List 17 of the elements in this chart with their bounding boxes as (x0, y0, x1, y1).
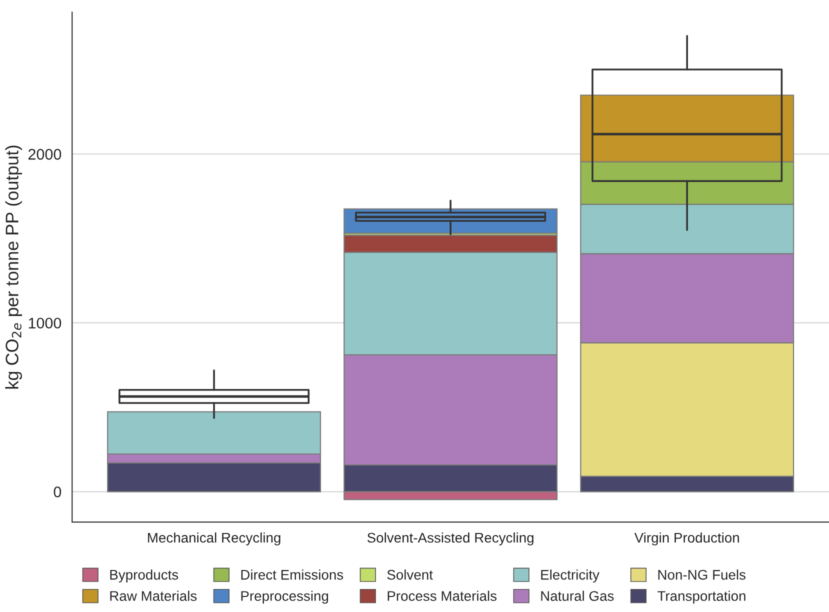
x-tick-label: Virgin Production (634, 532, 739, 546)
x-tick-label: Mechanical Recycling (148, 532, 280, 546)
legend-label: Natural Gas (541, 590, 614, 601)
legend-label: Solvent (387, 570, 433, 580)
y-tick-label: 0 (54, 486, 62, 498)
legend-label: Electricity (541, 570, 600, 582)
y-tick-label: 2000 (28, 148, 62, 160)
legend-label: Preprocessing (241, 590, 328, 604)
legend-label: Byproducts (110, 570, 178, 582)
y-tick-label: 1000 (28, 318, 62, 329)
legend-label: Raw Materials (110, 590, 197, 601)
legend-label: Transportation (658, 590, 746, 604)
legend-label: Non-NG Fuels (658, 570, 746, 580)
x-tick-label: Solvent-Assisted Recycling (367, 532, 534, 546)
legend-label: Process Materials (388, 590, 497, 601)
y-axis-title: kg CO$_{2e}$ per tonne PP (output) (5, 146, 22, 389)
legend-label: Direct Emissions (241, 570, 344, 580)
